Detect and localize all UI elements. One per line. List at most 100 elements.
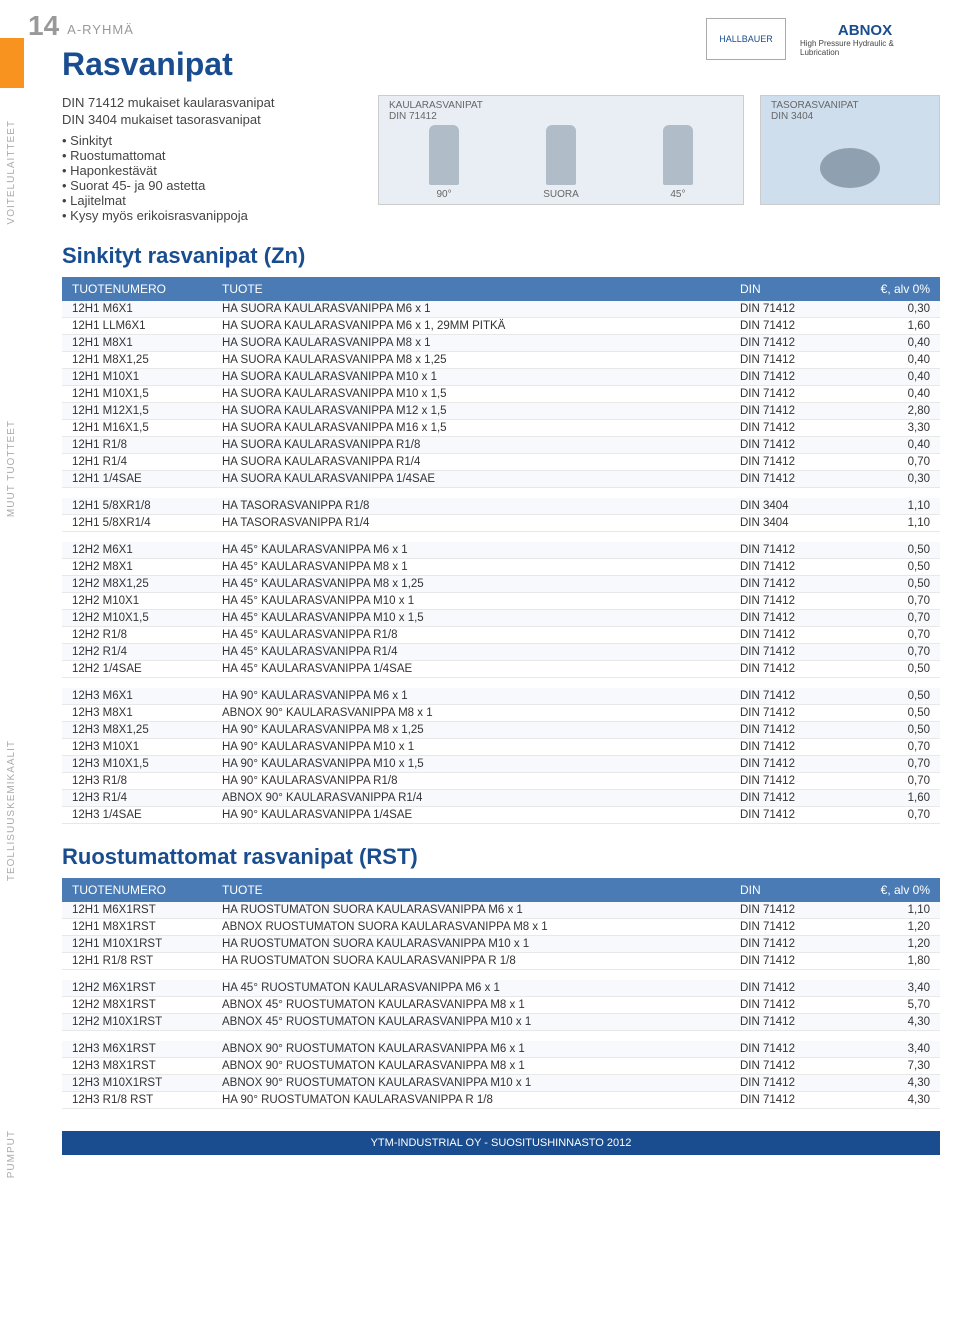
tbody-r1: 12H1 M6X1RSTHA RUOSTUMATON SUORA KAULARA… [62,902,940,970]
cell-name: ABNOX 90° RUOSTUMATON KAULARASVANIPPA M6… [222,1043,740,1055]
cell-code: 12H2 M10X1 [72,595,222,607]
table-row: 12H1 LLM6X1HA SUORA KAULARASVANIPPA M6 x… [62,318,940,335]
cell-price: 0,40 [860,371,930,383]
fitting-icon [663,125,693,185]
bullet-1: Sinkityt [62,133,362,148]
cell-name: HA SUORA KAULARASVANIPPA M10 x 1,5 [222,388,740,400]
th-tuote: TUOTE [222,883,740,897]
cell-price: 3,40 [860,1043,930,1055]
th-din: DIN [740,883,860,897]
cell-name: HA 90° KAULARASVANIPPA M8 x 1,25 [222,724,740,736]
cell-price: 0,70 [860,775,930,787]
desc-l2: DIN 3404 mukaiset tasorasvanipat [62,112,362,127]
cell-name: ABNOX 90° RUOSTUMATON KAULARASVANIPPA M1… [222,1077,740,1089]
th-tuote: TUOTE [222,282,740,296]
cell-code: 12H1 R1/8 [72,439,222,451]
sidetab-1: VOITELULAITTEET [6,120,17,224]
cell-code: 12H1 LLM6X1 [72,320,222,332]
cell-name: HA 45° RUOSTUMATON KAULARASVANIPPA M6 x … [222,982,740,994]
table-row: 12H1 M10X1,5HA SUORA KAULARASVANIPPA M10… [62,386,940,403]
cell-din: DIN 71412 [740,544,860,556]
cell-name: HA 90° KAULARASVANIPPA M6 x 1 [222,690,740,702]
fitting-flat-icon [820,148,880,188]
cell-name: HA 90° KAULARASVANIPPA R1/8 [222,775,740,787]
cell-price: 1,10 [860,500,930,512]
fig2-caption: TASORASVANIPAT DIN 3404 [771,100,859,122]
cell-price: 1,60 [860,320,930,332]
cell-name: HA 45° KAULARASVANIPPA M10 x 1,5 [222,612,740,624]
cell-price: 3,40 [860,982,930,994]
table-rst: TUOTENUMERO TUOTE DIN €, alv 0% 12H1 M6X… [62,878,940,1109]
table-zinc: TUOTENUMERO TUOTE DIN €, alv 0% 12H1 M6X… [62,277,940,824]
cell-din: DIN 71412 [740,388,860,400]
tbody-g3: 12H2 M6X1HA 45° KAULARASVANIPPA M6 x 1DI… [62,542,940,678]
description: DIN 71412 mukaiset kaularasvanipat DIN 3… [62,95,362,223]
cell-name: HA SUORA KAULARASVANIPPA 1/4SAE [222,473,740,485]
cell-name: HA 90° KAULARASVANIPPA M10 x 1 [222,741,740,753]
cell-price: 0,70 [860,629,930,641]
cell-name: ABNOX 90° KAULARASVANIPPA M8 x 1 [222,707,740,719]
cell-name: HA SUORA KAULARASVANIPPA M6 x 1 [222,303,740,315]
cell-code: 12H2 M8X1RST [72,999,222,1011]
cell-code: 12H1 M8X1 [72,337,222,349]
cell-price: 0,70 [860,646,930,658]
cell-price: 0,50 [860,561,930,573]
logo-abnox-brand: ABNOX [838,22,892,39]
cell-code: 12H3 R1/4 [72,792,222,804]
cell-code: 12H2 R1/4 [72,646,222,658]
desc-l1: DIN 71412 mukaiset kaularasvanipat [62,95,362,110]
cell-name: HA TASORASVANIPPA R1/8 [222,500,740,512]
cell-code: 12H2 M8X1 [72,561,222,573]
cell-din: DIN 71412 [740,1094,860,1106]
cell-price: 0,50 [860,544,930,556]
table-row: 12H3 R1/8 RSTHA 90° RUOSTUMATON KAULARAS… [62,1092,940,1109]
orange-tab [0,38,24,88]
table-header: TUOTENUMERO TUOTE DIN €, alv 0% [62,878,940,902]
cell-price: 0,50 [860,663,930,675]
cell-price: 0,40 [860,354,930,366]
table-row: 12H3 M10X1RSTABNOX 90° RUOSTUMATON KAULA… [62,1075,940,1092]
cell-code: 12H1 M10X1 [72,371,222,383]
cell-price: 1,20 [860,921,930,933]
cell-code: 12H1 M8X1RST [72,921,222,933]
cell-name: HA 45° KAULARASVANIPPA R1/8 [222,629,740,641]
cell-name: HA TASORASVANIPPA R1/4 [222,517,740,529]
table-row: 12H2 M10X1HA 45° KAULARASVANIPPA M10 x 1… [62,593,940,610]
cell-name: ABNOX 45° RUOSTUMATON KAULARASVANIPPA M1… [222,1016,740,1028]
cell-name: HA 90° RUOSTUMATON KAULARASVANIPPA R 1/8 [222,1094,740,1106]
cell-din: DIN 71412 [740,792,860,804]
cell-price: 1,80 [860,955,930,967]
logos: HALLBAUER ABNOX High Pressure Hydraulic … [706,18,930,60]
tbody-g4: 12H3 M6X1HA 90° KAULARASVANIPPA M6 x 1 DI… [62,688,940,824]
cell-code: 12H1 1/4SAE [72,473,222,485]
page: VOITELULAITTEET MUUT TUOTTEET TEOLLISUUS… [0,0,960,1185]
cell-din: DIN 71412 [740,371,860,383]
th-tuotenumero: TUOTENUMERO [72,883,222,897]
cell-name: HA RUOSTUMATON SUORA KAULARASVANIPPA R 1… [222,955,740,967]
table-row: 12H1 M6X1HA SUORA KAULARASVANIPPA M6 x 1… [62,301,940,318]
table-row: 12H1 5/8XR1/4HA TASORASVANIPPA R1/4DIN 3… [62,515,940,532]
cell-code: 12H1 M10X1RST [72,938,222,950]
cell-code: 12H3 M6X1 [72,690,222,702]
cell-price: 0,40 [860,388,930,400]
table-row: 12H1 M8X1HA SUORA KAULARASVANIPPA M8 x 1… [62,335,940,352]
cell-price: 0,30 [860,473,930,485]
table-row: 12H3 M10X1,5HA 90° KAULARASVANIPPA M10 x… [62,756,940,773]
cell-name: HA 45° KAULARASVANIPPA R1/4 [222,646,740,658]
cell-name: HA 90° KAULARASVANIPPA M10 x 1,5 [222,758,740,770]
cell-code: 12H1 M6X1 [72,303,222,315]
cell-name: ABNOX 90° RUOSTUMATON KAULARASVANIPPA M8… [222,1060,740,1072]
cell-din: DIN 71412 [740,354,860,366]
fig1-item-45: 45° [663,125,693,200]
table-row: 12H1 M10X1RSTHA RUOSTUMATON SUORA KAULAR… [62,936,940,953]
cell-din: DIN 71412 [740,921,860,933]
table-row: 12H3 M6X1HA 90° KAULARASVANIPPA M6 x 1DI… [62,688,940,705]
table-row: 12H3 M6X1RSTABNOX 90° RUOSTUMATON KAULAR… [62,1041,940,1058]
table-row: 12H3 M8X1ABNOX 90° KAULARASVANIPPA M8 x … [62,705,940,722]
cell-code: 12H1 M10X1,5 [72,388,222,400]
fig1-label-a: 90° [437,189,452,200]
cell-price: 4,30 [860,1094,930,1106]
cell-price: 0,70 [860,809,930,821]
cell-din: DIN 71412 [740,663,860,675]
cell-code: 12H1 M8X1,25 [72,354,222,366]
